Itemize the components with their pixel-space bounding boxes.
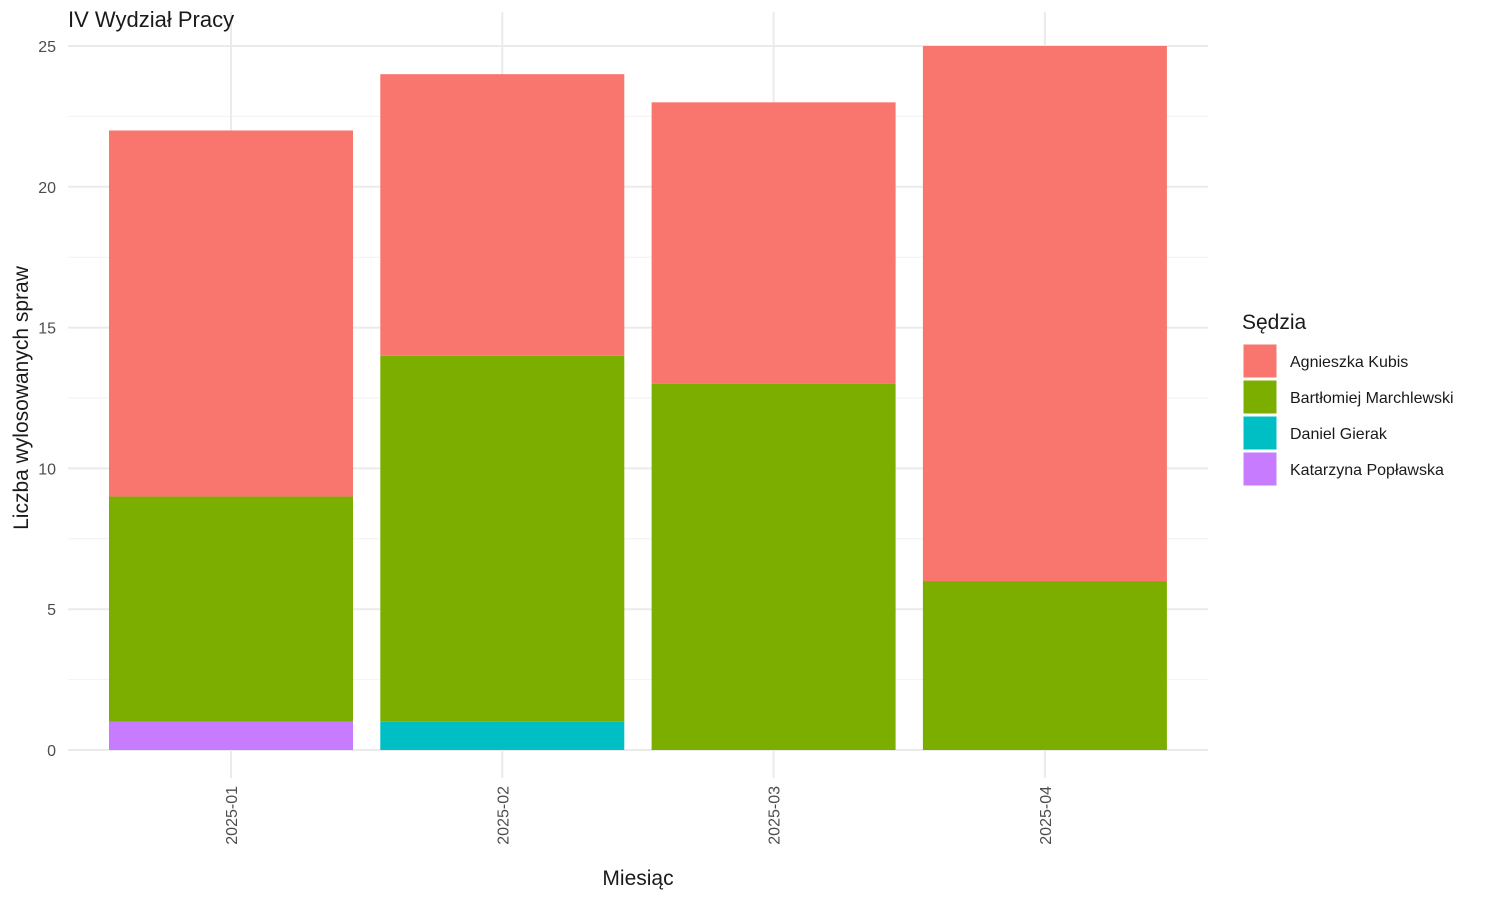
legend-label: Daniel Gierak <box>1290 426 1388 443</box>
legend-label: Agnieszka Kubis <box>1290 354 1408 371</box>
bar-segment <box>109 130 353 497</box>
x-tick-label: 2025-02 <box>495 786 512 845</box>
chart-title: IV Wydział Pracy <box>68 7 234 32</box>
y-tick-label: 15 <box>38 321 56 338</box>
legend-key <box>1242 415 1278 451</box>
bar-segment <box>380 721 625 750</box>
bar-segment <box>109 721 353 750</box>
bars <box>109 46 1167 750</box>
y-tick-label: 20 <box>38 180 56 197</box>
x-axis-title: Miesiąc <box>602 867 673 890</box>
bar-segment <box>109 496 353 722</box>
y-axis-title: Liczba wylosowanych spraw <box>10 265 33 530</box>
y-tick-label: 0 <box>47 743 56 760</box>
bar-segment <box>380 74 625 356</box>
bar-segment <box>922 46 1167 582</box>
y-tick-label: 25 <box>38 39 56 56</box>
bar-segment <box>651 383 896 750</box>
y-tick-label: 10 <box>38 461 56 478</box>
x-tick-label: 2025-03 <box>767 786 784 845</box>
legend-label: Bartłomiej Marchlewski <box>1290 390 1454 407</box>
legend: Sędzia Agnieszka Kubis Bartłomiej Marchle… <box>1242 311 1454 487</box>
bar-segment <box>922 581 1167 750</box>
bar-segment <box>380 355 625 722</box>
legend-key <box>1242 451 1278 487</box>
legend-label: Katarzyna Popławska <box>1290 462 1444 479</box>
legend-title: Sędzia <box>1242 311 1307 334</box>
bar-segment <box>651 102 896 384</box>
x-tick-label: 2025-04 <box>1038 786 1055 845</box>
y-axis-ticks: 0 5 10 15 20 25 <box>38 39 56 760</box>
y-tick-label: 5 <box>47 602 56 619</box>
x-tick-label: 2025-01 <box>224 786 241 845</box>
legend-key <box>1242 343 1278 379</box>
x-axis-ticks: 2025-01 2025-02 2025-03 2025-04 <box>224 786 1055 845</box>
legend-key <box>1242 379 1278 415</box>
